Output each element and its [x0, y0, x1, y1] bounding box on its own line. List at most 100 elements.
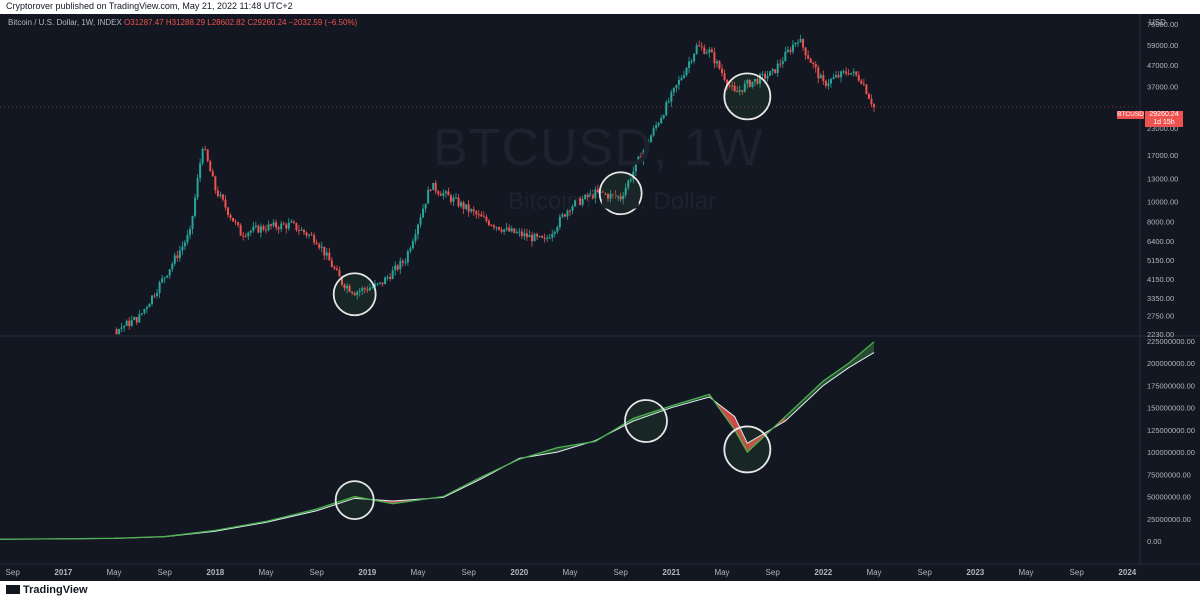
- candle-body: [688, 61, 691, 68]
- candle-body: [508, 227, 511, 232]
- candle-body: [351, 291, 354, 294]
- candle-body: [791, 44, 794, 52]
- candle-body: [381, 282, 384, 285]
- candle-body: [817, 67, 820, 79]
- candle-body: [670, 92, 673, 102]
- candle-body: [759, 74, 761, 84]
- candle-body: [262, 226, 265, 230]
- candle-body: [216, 190, 219, 197]
- candle-body: [596, 189, 599, 193]
- candle-body: [518, 231, 521, 233]
- candle-body: [576, 198, 579, 201]
- candle-body: [348, 285, 351, 292]
- candle-body: [267, 224, 270, 231]
- candle-body: [140, 313, 143, 315]
- candle-body: [832, 77, 835, 79]
- candle-body: [171, 263, 174, 270]
- candle-body: [396, 265, 399, 270]
- candle-body: [627, 180, 630, 188]
- indicator-fill: [823, 363, 849, 386]
- candle-body: [860, 80, 863, 84]
- candle-body: [343, 284, 346, 289]
- candle-body: [601, 191, 604, 194]
- candle-body: [341, 276, 343, 285]
- candle-body: [769, 71, 772, 76]
- candle-body: [290, 221, 293, 223]
- chart-area[interactable]: 75000.00 59000.00 47000.00 37000.00 23000.00…: [0, 14, 1200, 581]
- candle-body: [219, 194, 222, 197]
- axis-unit-label: USD: [1149, 18, 1166, 27]
- candle-body: [173, 255, 176, 264]
- candle-body: [429, 189, 432, 191]
- candle-body: [422, 208, 425, 218]
- candle-body: [786, 49, 789, 52]
- candle-body: [721, 68, 723, 74]
- candle-body: [520, 231, 523, 237]
- price-axis-tick: 4150.00: [1147, 275, 1174, 284]
- time-axis-label: Sep: [158, 568, 173, 577]
- candle-body: [650, 135, 653, 143]
- candle-body: [690, 61, 693, 63]
- candle-body: [191, 216, 194, 229]
- candle-body: [683, 75, 685, 78]
- candle-body: [204, 149, 207, 151]
- candle-body: [414, 234, 417, 241]
- time-axis-label: 2021: [662, 568, 680, 577]
- candle-body: [490, 225, 493, 227]
- candle-body: [677, 79, 680, 85]
- candle-body: [695, 45, 698, 54]
- candle-body: [148, 303, 151, 308]
- chart-canvas[interactable]: 75000.00 59000.00 47000.00 37000.00 23000.00…: [0, 14, 1200, 581]
- candle-body: [305, 232, 308, 236]
- candle-body: [457, 197, 460, 207]
- candle-body: [224, 199, 227, 208]
- candle-body: [371, 286, 374, 288]
- candle-body: [409, 248, 412, 252]
- price-axis-tick: 17000.00: [1147, 151, 1178, 160]
- candle-body: [657, 123, 660, 126]
- candle-body: [482, 216, 485, 218]
- candle-body: [723, 73, 726, 81]
- tradingview-logo[interactable]: TradingView: [6, 584, 88, 596]
- candle-body: [325, 252, 328, 256]
- candle-body: [543, 237, 546, 239]
- candle-body: [726, 80, 729, 86]
- candle-body: [143, 309, 146, 314]
- candle-body: [629, 179, 632, 181]
- time-axis-label: May: [106, 568, 121, 577]
- candle-body: [622, 195, 625, 200]
- legend-close: C29260.24: [247, 18, 287, 27]
- candle-body: [581, 199, 584, 205]
- candle-body: [589, 193, 592, 198]
- annotation-circle: [723, 425, 772, 474]
- price-axis-tick: 10000.00: [1147, 198, 1178, 207]
- candle-body: [612, 193, 615, 195]
- price-tag-symbol: BTCUSD: [1117, 111, 1144, 119]
- candle-body: [797, 42, 799, 44]
- candle-body: [462, 202, 465, 209]
- candle-body: [168, 269, 171, 276]
- candle-body: [571, 206, 574, 211]
- candle-body: [812, 62, 815, 65]
- candle-body: [715, 61, 718, 64]
- candle-body: [376, 283, 379, 285]
- candle-body: [607, 194, 609, 199]
- time-axis-label: Sep: [462, 568, 477, 577]
- time-axis-label: 2019: [358, 568, 376, 577]
- legend-high: H31288.29: [165, 18, 206, 27]
- indicator-axis-tick: 0.00: [1147, 537, 1162, 546]
- candle-body: [272, 222, 275, 226]
- candle-body: [310, 234, 313, 236]
- annotation-circle: [723, 72, 772, 121]
- candle-body: [523, 233, 526, 237]
- candle-body: [824, 80, 827, 86]
- candle-body: [234, 221, 237, 223]
- price-axis-tick: 23000.00: [1147, 124, 1178, 133]
- candle-body: [680, 77, 683, 80]
- candle-body: [528, 235, 531, 238]
- candle-body: [227, 207, 229, 215]
- candle-body: [335, 268, 338, 271]
- candle-body: [493, 225, 495, 228]
- annotation-circle: [624, 399, 668, 443]
- candle-body: [667, 101, 670, 103]
